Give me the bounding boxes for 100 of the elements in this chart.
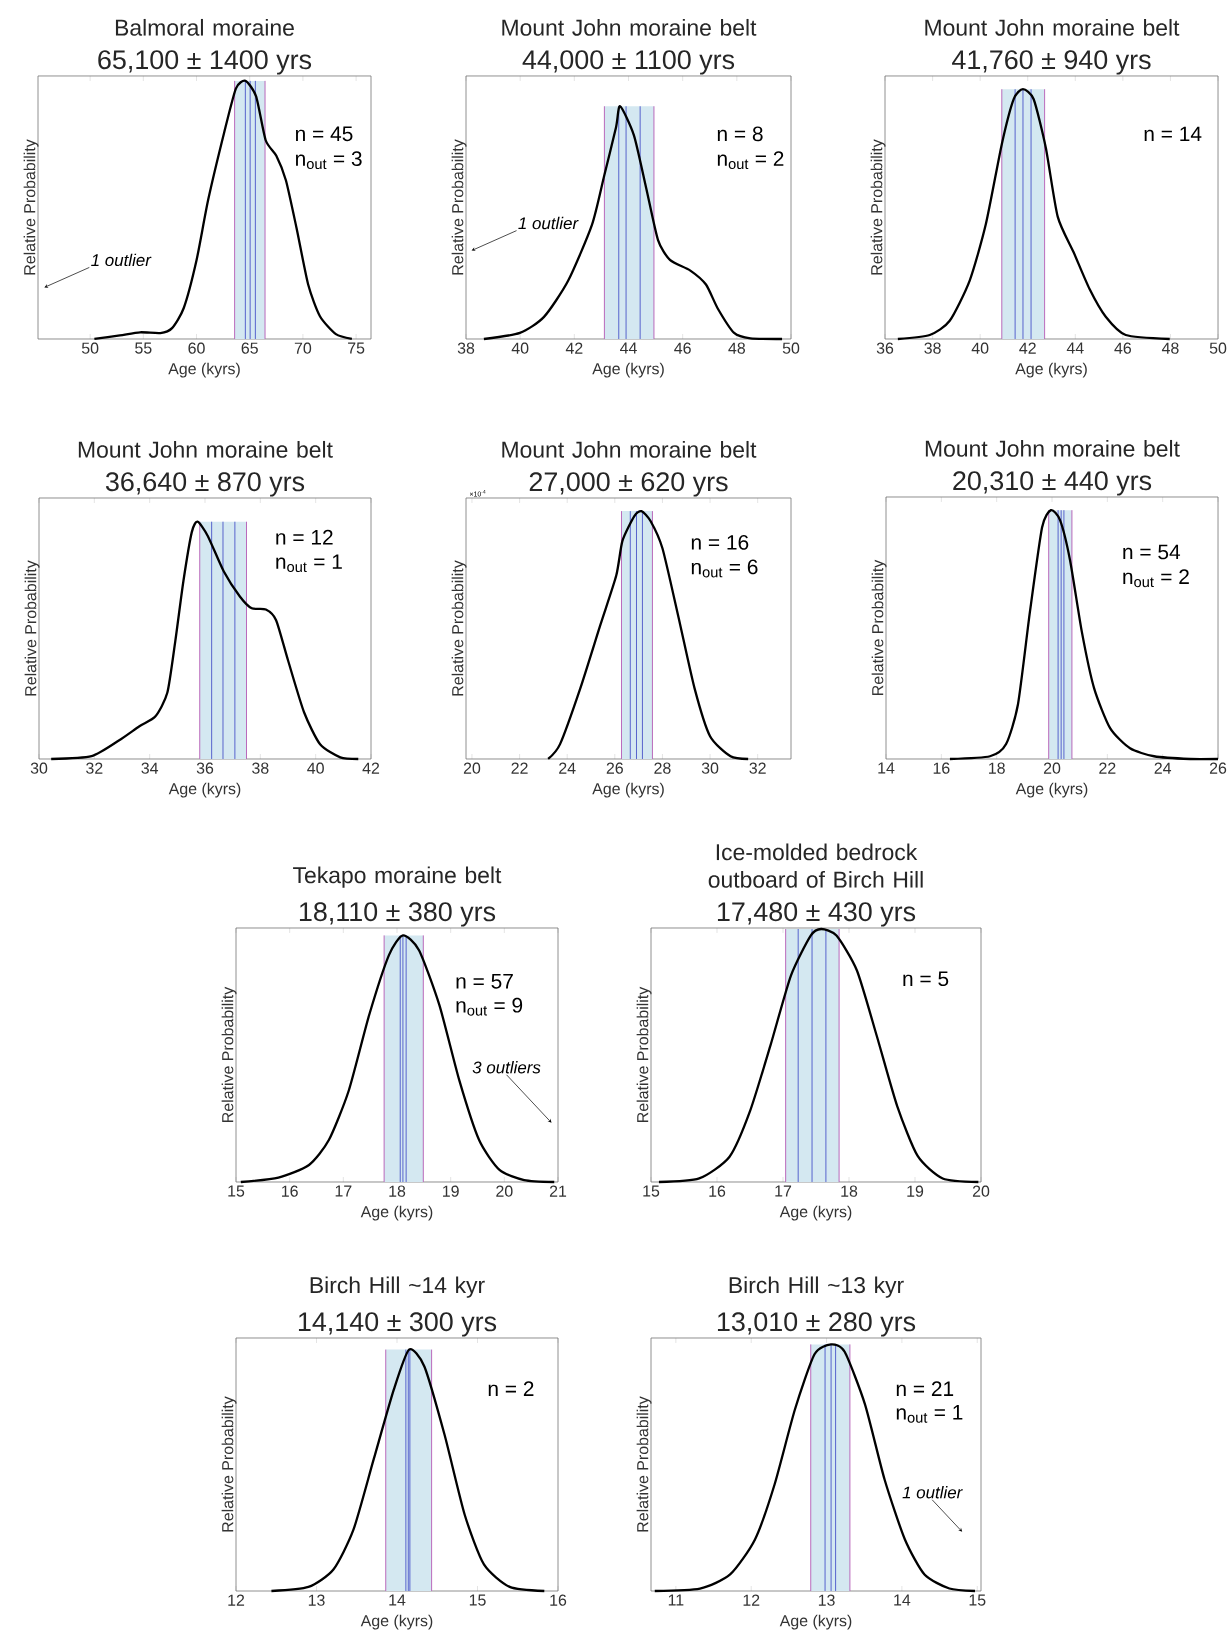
x-tick-label: 20 [972,1185,990,1197]
chart-title: Balmoral moraine [115,18,294,36]
annotation: n = 5 [903,971,949,987]
x-axis-title: Age (kyrs) [592,782,664,798]
x-axis-title: Age (kyrs) [1015,362,1087,378]
x-tick-label: 46 [1114,342,1132,354]
annotation: n = 21 [896,1381,954,1396]
chart-subtitle: 27,000 ± 620 yrs [529,472,728,497]
x-tick-label: 15 [469,1594,486,1606]
x-tick-label: 40 [511,342,529,354]
x-tick-label: 26 [606,762,623,774]
x-tick-label: 32 [86,762,103,774]
chart-subtitle: 13,010 ± 280 yrs [717,1312,916,1337]
x-tick-label: 12 [743,1594,760,1606]
annotation: n$_{out}$ = 2 [717,151,784,170]
x-tick-label: 14 [894,1594,911,1606]
y-axis-title: Relative Probability [221,986,237,1122]
annotation: n = 14 [1144,126,1202,142]
annotation: 1 outlier [518,216,579,230]
chart-title: Birch Hill ~14 kyr [310,1276,485,1298]
annotation: n = 57 [456,974,513,989]
annotation: 1 outlier [902,1486,963,1499]
x-tick-label: 16 [550,1594,567,1606]
x-tick-label: 28 [654,762,671,774]
chart-title: Mount John moraine belt [502,18,757,36]
x-tick-label: 18 [389,1185,406,1197]
x-tick-label: 18 [841,1185,858,1197]
x-tick-label: 30 [30,762,48,774]
x-axis-title: Age (kyrs) [779,1205,852,1221]
x-tick-label: 38 [924,342,941,354]
x-tick-label: 55 [135,342,152,354]
x-tick-label: 21 [549,1185,567,1197]
y-axis-title: Relative Probability [451,560,467,696]
x-tick-label: 40 [971,342,989,354]
chart-title: Mount John moraine belt [502,440,757,458]
y-axis-title: Relative Probability [451,139,467,275]
y-axis-title: Relative Probability [871,559,887,695]
annotation: n = 54 [1123,544,1181,560]
annotation: n$_{out}$ = 2 [1123,569,1189,588]
annotation: n$_{out}$ = 1 [896,1405,963,1423]
chart-subtitle: 20,310 ± 440 yrs [953,471,1152,496]
x-tick-label: 36 [876,342,894,354]
x-tick-label: 30 [701,762,719,774]
annotation: n = 45 [296,126,353,142]
x-tick-label: 16 [709,1185,726,1197]
annotation: 1 outlier [91,253,152,267]
x-tick-label: 19 [443,1185,459,1197]
x-tick-label: 11 [668,1594,684,1606]
annotation: n = 8 [717,126,763,142]
x-tick-label: 19 [907,1185,924,1197]
x-tick-label: 14 [878,762,895,774]
annotation: n$_{out}$ = 9 [456,997,523,1016]
x-tick-label: 48 [728,342,746,354]
x-tick-label: 50 [81,342,99,354]
x-tick-label: 44 [620,342,637,354]
x-tick-label: 65 [241,342,258,354]
chart-title: Ice-molded bedrock outboard of Birch Hill [708,843,923,888]
x-tick-label: 40 [307,762,324,774]
chart-subtitle: 14,140 ± 300 yrs [298,1312,497,1337]
annotation: n$_{out}$ = 6 [691,559,758,578]
x-axis-title: Age (kyrs) [592,362,664,378]
x-tick-label: 13 [818,1594,835,1606]
x-tick-label: 22 [511,762,528,774]
x-tick-label: 75 [348,342,365,354]
annotation: n$_{out}$ = 1 [276,554,342,573]
x-tick-label: 14 [389,1594,406,1606]
x-tick-label: 60 [188,342,205,354]
x-axis-title: Age (kyrs) [360,1614,433,1630]
chart-title: Mount John moraine belt [925,18,1180,36]
x-tick-label: 36 [196,762,214,774]
x-tick-label: 24 [1154,762,1172,774]
y-axis-title: Relative Probability [23,139,39,275]
chart-subtitle: 41,760 ± 940 yrs [952,50,1151,75]
x-tick-label: 16 [933,762,950,774]
annotation: 3 outliers [472,1061,541,1074]
x-tick-label: 12 [228,1594,245,1606]
y-axis-title: Relative Probability [636,1396,652,1532]
x-tick-label: 42 [362,762,380,774]
annotation: n = 12 [276,529,333,545]
x-tick-label: 26 [1209,762,1227,774]
x-tick-label: 24 [559,762,576,774]
x-tick-label: 34 [141,762,159,774]
chart-title: Birch Hill ~13 kyr [729,1276,904,1298]
x-tick-label: 22 [1099,762,1116,774]
x-tick-label: 15 [643,1185,660,1197]
chart-subtitle: 17,480 ± 430 yrs [717,902,916,927]
x-tick-label: 20 [496,1185,513,1197]
chart-title: Tekapo moraine belt [293,866,502,888]
x-tick-label: 48 [1161,342,1179,354]
x-tick-label: 50 [782,342,800,354]
x-tick-label: 15 [969,1594,986,1606]
annotation: n$_{out}$ = 3 [296,151,362,170]
x-tick-label: 42 [1019,342,1036,354]
x-tick-label: 50 [1209,342,1227,354]
y-axis-title: Relative Probability [24,560,40,696]
x-tick-label: 15 [228,1185,245,1197]
x-tick-label: 70 [294,342,312,354]
x-axis-title: Age (kyrs) [168,362,240,378]
y-axis-title: Relative Probability [636,986,652,1122]
x-tick-label: 18 [989,762,1005,774]
